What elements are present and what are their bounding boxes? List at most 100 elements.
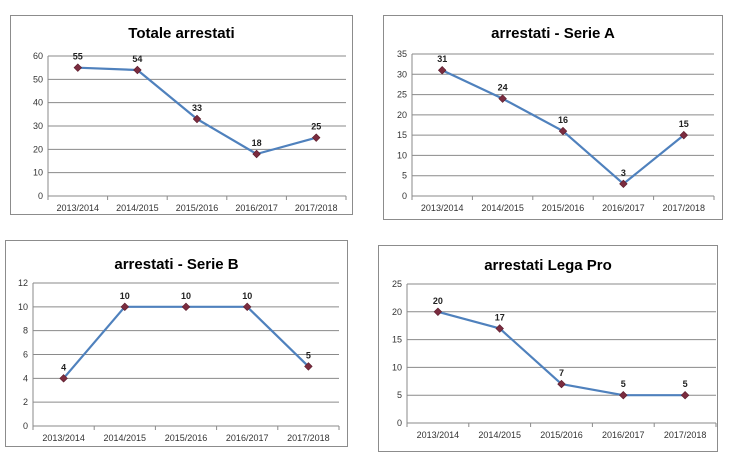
data-label: 54	[132, 54, 142, 64]
data-label: 15	[679, 119, 689, 129]
data-point-marker	[181, 302, 191, 312]
x-tick-label: 2016/2017	[226, 433, 269, 443]
x-tick-label: 2013/2014	[57, 203, 100, 213]
data-label: 5	[683, 379, 688, 389]
data-label: 7	[559, 368, 564, 378]
data-label: 55	[73, 52, 83, 62]
data-point-marker	[252, 149, 261, 159]
chart-svg: Totale arrestati 0 10 20 30 40 50 60 2013/2014 20…	[33, 25, 347, 213]
data-label: 17	[495, 312, 505, 322]
y-tick-label: 25	[392, 279, 402, 289]
x-tick-label: 2017/2018	[664, 430, 707, 440]
data-point-marker	[558, 126, 568, 136]
data-label: 10	[181, 291, 191, 301]
data-label: 4	[61, 362, 66, 372]
data-point-marker	[433, 307, 443, 317]
y-tick-label: 20	[397, 110, 407, 120]
x-tick-label: 2017/2018	[295, 203, 338, 213]
y-tick-label: 8	[23, 326, 28, 336]
y-tick-label: 30	[33, 121, 43, 131]
chart-panel-serie-a: arrestati - Serie A 0 5 10 15 20 25 30 35 2013/20…	[383, 15, 723, 220]
chart-svg: arrestati - Serie B 0 2 4 6 8 10 12 2013/2014 201…	[18, 256, 340, 443]
data-point-marker	[304, 362, 313, 371]
x-tick-label: 2016/2017	[602, 203, 645, 213]
x-tick-label: 2014/2015	[116, 203, 159, 213]
x-tick-label: 2013/2014	[42, 433, 85, 443]
data-point-marker	[437, 66, 447, 75]
data-point-marker	[495, 324, 504, 333]
y-tick-label: 25	[397, 90, 407, 100]
data-point-marker	[133, 65, 142, 75]
data-point-marker	[619, 390, 628, 400]
data-point-marker	[680, 390, 690, 400]
data-point-marker	[679, 130, 689, 140]
x-tick-label: 2016/2017	[235, 203, 278, 213]
chart-panel-lega-pro: arrestati Lega Pro 0 5 10 15 20 25 2013/2014 201…	[378, 245, 718, 452]
data-label: 16	[558, 115, 568, 125]
data-point-marker	[192, 114, 202, 124]
y-tick-label: 60	[33, 51, 43, 61]
y-tick-label: 10	[33, 168, 43, 178]
x-tick-label: 2014/2015	[478, 430, 521, 440]
data-point-marker	[242, 302, 252, 312]
data-point-marker	[120, 302, 130, 312]
data-label: 20	[433, 296, 443, 306]
y-tick-label: 35	[397, 49, 407, 59]
y-tick-label: 15	[397, 130, 407, 140]
data-label: 10	[120, 291, 130, 301]
series-line	[62, 305, 310, 380]
y-tick-label: 0	[38, 191, 43, 201]
y-tick-label: 10	[18, 302, 28, 312]
x-tick-label: 2013/2014	[421, 203, 464, 213]
x-tick-label: 2015/2016	[165, 433, 208, 443]
data-point-marker	[498, 94, 507, 103]
data-point-marker	[311, 133, 321, 142]
data-point-marker	[619, 179, 628, 189]
x-tick-label: 2015/2016	[540, 430, 583, 440]
y-tick-label: 0	[397, 418, 402, 428]
x-tick-label: 2015/2016	[176, 203, 219, 213]
y-tick-label: 12	[18, 278, 28, 288]
x-tick-label: 2015/2016	[542, 203, 585, 213]
x-tick-label: 2017/2018	[663, 203, 706, 213]
y-tick-label: 5	[397, 390, 402, 400]
data-label: 25	[311, 122, 321, 132]
data-point-marker	[73, 63, 83, 72]
y-tick-label: 10	[392, 362, 402, 372]
chart-panel-totale: Totale arrestati 0 10 20 30 40 50 60 2013/2014 20…	[10, 15, 353, 215]
data-label: 5	[306, 350, 311, 360]
chart-title: arrestati Lega Pro	[484, 257, 612, 274]
data-point-marker	[557, 379, 566, 389]
data-label: 5	[621, 379, 626, 389]
y-tick-label: 2	[23, 397, 28, 407]
y-tick-label: 6	[23, 350, 28, 360]
y-tick-label: 0	[23, 421, 28, 431]
x-tick-label: 2014/2015	[104, 433, 147, 443]
y-tick-label: 20	[392, 307, 402, 317]
y-tick-label: 40	[33, 98, 43, 108]
data-point-marker	[59, 374, 68, 383]
y-tick-label: 0	[402, 191, 407, 201]
data-label: 3	[621, 168, 626, 178]
x-tick-label: 2017/2018	[287, 433, 330, 443]
x-tick-label: 2016/2017	[602, 430, 645, 440]
chart-title: Totale arrestati	[128, 25, 234, 42]
data-label: 31	[437, 54, 447, 64]
x-tick-label: 2013/2014	[417, 430, 460, 440]
y-tick-label: 30	[397, 69, 407, 79]
chart-svg: arrestati - Serie A 0 5 10 15 20 25 30 35 2013/20…	[397, 25, 715, 213]
x-tick-label: 2014/2015	[481, 203, 524, 213]
chart-panel-serie-b: arrestati - Serie B 0 2 4 6 8 10 12 2013/2014 201…	[5, 240, 348, 447]
y-tick-label: 20	[33, 144, 43, 154]
y-tick-label: 4	[23, 373, 28, 383]
y-tick-label: 5	[402, 171, 407, 181]
y-tick-label: 50	[33, 74, 43, 84]
chart-title: arrestati - Serie B	[114, 256, 238, 273]
data-label: 24	[498, 83, 508, 93]
data-label: 18	[252, 138, 262, 148]
data-label: 33	[192, 103, 202, 113]
y-tick-label: 10	[397, 150, 407, 160]
y-tick-label: 15	[392, 335, 402, 345]
chart-title: arrestati - Serie A	[491, 25, 615, 42]
